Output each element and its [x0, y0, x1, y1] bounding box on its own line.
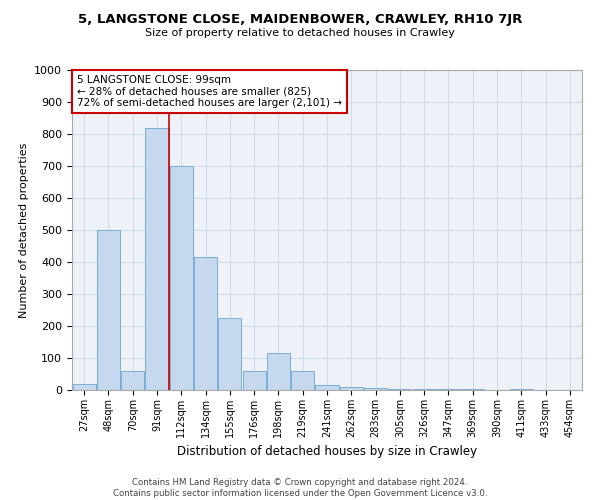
Bar [413, 389, 436, 390]
Bar [364, 388, 387, 390]
Bar [170, 166, 193, 390]
Bar [218, 318, 241, 390]
Bar [510, 389, 533, 390]
Bar [73, 384, 95, 390]
Bar [291, 371, 314, 390]
Text: 5 LANGSTONE CLOSE: 99sqm
← 28% of detached houses are smaller (825)
72% of semi-: 5 LANGSTONE CLOSE: 99sqm ← 28% of detach… [77, 75, 342, 108]
Bar [242, 371, 266, 390]
X-axis label: Distribution of detached houses by size in Crawley: Distribution of detached houses by size … [177, 446, 477, 458]
Bar [97, 230, 120, 390]
Y-axis label: Number of detached properties: Number of detached properties [19, 142, 29, 318]
Bar [121, 371, 144, 390]
Bar [194, 257, 217, 390]
Bar [267, 353, 290, 390]
Bar [388, 389, 412, 390]
Text: 5, LANGSTONE CLOSE, MAIDENBOWER, CRAWLEY, RH10 7JR: 5, LANGSTONE CLOSE, MAIDENBOWER, CRAWLEY… [78, 12, 522, 26]
Text: Size of property relative to detached houses in Crawley: Size of property relative to detached ho… [145, 28, 455, 38]
Bar [340, 387, 363, 390]
Bar [437, 389, 460, 390]
Bar [145, 128, 169, 390]
Bar [461, 389, 484, 390]
Text: Contains HM Land Registry data © Crown copyright and database right 2024.
Contai: Contains HM Land Registry data © Crown c… [113, 478, 487, 498]
Bar [316, 385, 338, 390]
